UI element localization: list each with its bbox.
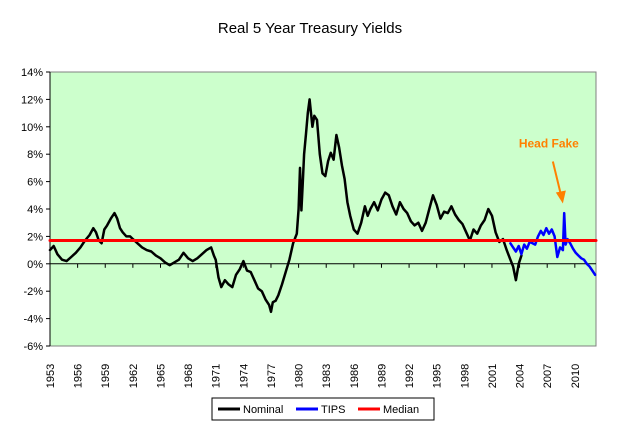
y-tick-label: -2%: [23, 286, 43, 298]
y-tick-label: 10%: [21, 122, 43, 134]
y-tick-label: 6%: [27, 177, 43, 189]
x-axis: 1953 1956 1959 1962 1965 1968 1971 1974 1977 1980…: [45, 263, 596, 388]
annotation-arrow-shaft: [551, 161, 562, 195]
chart-title: Real 5 Year Treasury Yields: [218, 20, 402, 37]
legend-label-tips: TIPS: [321, 404, 345, 416]
y-tick-label: 14%: [21, 67, 43, 79]
y-tick-label: 0%: [27, 259, 43, 271]
x-tick-label: 1959: [100, 364, 112, 388]
x-tick-label: 1989: [376, 364, 388, 388]
x-tick-label: 1977: [266, 364, 278, 388]
y-tick-label: 8%: [27, 149, 43, 161]
x-tick-label: 1980: [294, 364, 306, 388]
legend-label-nominal: Nominal: [243, 404, 283, 416]
x-tick-label: 1971: [211, 364, 223, 388]
legend-label-median: Median: [383, 404, 419, 416]
x-tick-label: 1965: [155, 364, 167, 388]
y-tick-label: 2%: [27, 231, 43, 243]
x-tick-label: 2001: [487, 364, 499, 388]
x-tick-label: 1974: [238, 364, 250, 388]
annotation-arrow-head: [555, 190, 566, 204]
y-axis: 14% 12% 10% 8% 6% 4% 2% 0% -2% -4% -6%: [21, 67, 51, 353]
x-tick-label: 1998: [459, 364, 471, 388]
x-tick-label: 1962: [128, 364, 140, 388]
annotation-layer: Head Fake: [519, 137, 579, 204]
annotation-label: Head Fake: [519, 137, 579, 151]
y-tick-label: 4%: [27, 204, 43, 216]
x-tick-label: 1983: [321, 364, 333, 388]
x-tick-label: 1992: [404, 364, 416, 388]
series-line-nominal: [48, 98, 523, 314]
plot-area: [49, 71, 597, 347]
legend-box: [211, 397, 435, 421]
x-tick-label: 1953: [45, 364, 57, 388]
series-layer: [48, 98, 598, 314]
y-tick-label: 12%: [21, 94, 43, 106]
y-tick-label: -6%: [23, 341, 43, 353]
x-tick-label: 2007: [542, 364, 554, 388]
x-tick-label: 1995: [432, 364, 444, 388]
legend: Nominal TIPS Median: [211, 397, 435, 421]
x-tick-label: 2010: [570, 364, 582, 388]
x-tick-label: 2004: [515, 364, 527, 388]
x-tick-label: 1956: [73, 364, 85, 388]
x-tick-label: 1986: [349, 364, 361, 388]
x-tick-label: 1968: [183, 364, 195, 388]
series-line-tips: [509, 211, 597, 277]
y-tick-label: -4%: [23, 314, 43, 326]
